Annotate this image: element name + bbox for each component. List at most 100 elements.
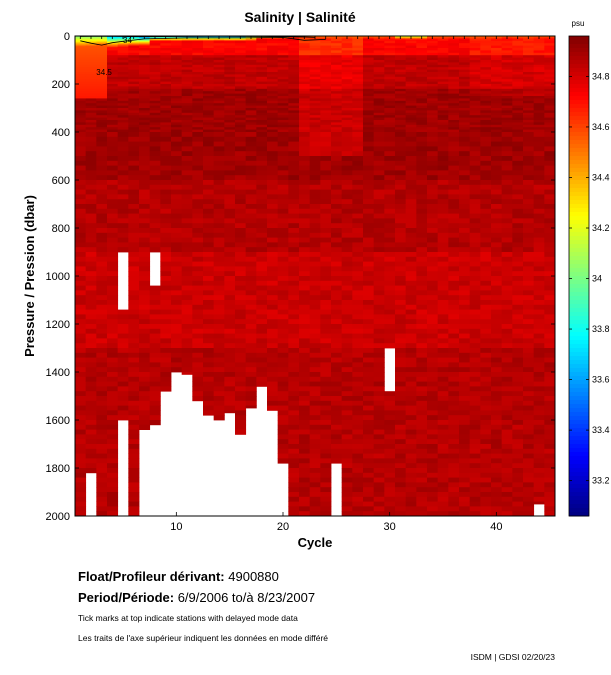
heatmap-cell (331, 76, 343, 80)
heatmap-cell (331, 372, 343, 378)
heatmap-cell (320, 290, 332, 296)
heatmap-cell (501, 410, 513, 416)
heatmap-cell (288, 506, 300, 512)
heatmap-cell (128, 115, 140, 118)
heatmap-cell (427, 208, 439, 214)
heatmap-cell (480, 477, 492, 483)
heatmap-cell (245, 223, 257, 229)
heatmap-cell (224, 194, 236, 200)
heatmap-cell (224, 42, 236, 44)
heatmap-cell (85, 51, 97, 54)
heatmap-cell (85, 58, 97, 61)
heatmap-cell (213, 43, 225, 45)
heatmap-cell (75, 79, 87, 82)
heatmap-cell (149, 120, 161, 123)
heatmap-cell (139, 362, 151, 368)
heatmap-cell (341, 232, 353, 238)
heatmap-cell (405, 324, 417, 330)
heatmap-cell (309, 160, 321, 166)
heatmap-cell (363, 98, 375, 102)
heatmap-cell (416, 64, 428, 68)
heatmap-cell (320, 108, 332, 111)
heatmap-cell (192, 180, 204, 186)
heatmap-cell (469, 434, 481, 440)
heatmap-cell (203, 76, 215, 80)
heatmap-cell (469, 96, 481, 99)
heatmap-cell (107, 405, 119, 411)
heatmap-cell (352, 122, 364, 126)
heatmap-cell (288, 352, 300, 358)
heatmap-cell (96, 81, 108, 85)
heatmap-cell (192, 338, 204, 344)
heatmap-cell (107, 261, 119, 267)
heatmap-cell (309, 290, 321, 296)
heatmap-cell (352, 468, 364, 474)
heatmap-cell (459, 218, 471, 224)
heatmap-cell (448, 136, 460, 142)
heatmap-cell (448, 501, 460, 507)
heatmap-cell (267, 256, 279, 262)
heatmap-cell (459, 247, 471, 253)
heatmap-cell (405, 415, 417, 421)
heatmap-cell (405, 105, 417, 109)
heatmap-cell (299, 46, 311, 49)
heatmap-cell (395, 105, 407, 109)
heatmap-cell (427, 189, 439, 195)
heatmap-cell (139, 256, 151, 262)
heatmap-cell (395, 103, 407, 106)
heatmap-cell (235, 285, 247, 291)
heatmap-cell (363, 105, 375, 109)
heatmap-cell (395, 112, 407, 116)
heatmap-cell (341, 39, 353, 42)
heatmap-cell (139, 333, 151, 339)
heatmap-cell (309, 54, 321, 56)
heatmap-cell (395, 49, 407, 51)
heatmap-cell (437, 424, 449, 430)
heatmap-cell (96, 256, 108, 262)
heatmap-cell (341, 48, 353, 50)
heatmap-cell (309, 45, 321, 48)
heatmap-cell (480, 256, 492, 262)
heatmap-cell (437, 136, 449, 142)
heatmap-cell (341, 357, 353, 363)
heatmap-cell (203, 88, 215, 92)
heatmap-cell (277, 91, 289, 94)
heatmap-cell (469, 367, 481, 373)
heatmap-cell (448, 324, 460, 330)
heatmap-cell (395, 487, 407, 493)
heatmap-cell (331, 50, 343, 52)
heatmap-cell (405, 424, 417, 430)
heatmap-cell (448, 468, 460, 474)
heatmap-cell (224, 69, 236, 73)
heatmap-cell (352, 129, 364, 133)
heatmap-cell (352, 458, 364, 464)
heatmap-cell (373, 506, 385, 512)
heatmap-cell (373, 396, 385, 402)
heatmap-cell (75, 45, 87, 48)
heatmap-cell (235, 381, 247, 387)
heatmap-cell (235, 52, 247, 55)
heatmap-cell (149, 44, 161, 46)
heatmap-cell (85, 208, 97, 214)
heatmap-cell (373, 146, 385, 152)
heatmap-cell (160, 40, 172, 43)
heatmap-cell (331, 132, 343, 138)
heatmap-cell (213, 79, 225, 82)
heatmap-cell (288, 100, 300, 104)
heatmap-cell (128, 112, 140, 116)
heatmap-cell (299, 189, 311, 195)
heatmap-cell (107, 132, 119, 138)
heatmap-cell (395, 400, 407, 406)
heatmap-cell (363, 43, 375, 45)
heatmap-cell (491, 204, 503, 210)
heatmap-cell (320, 39, 332, 42)
heatmap-cell (427, 156, 439, 162)
heatmap-cell (139, 103, 151, 106)
heatmap-cell (75, 64, 87, 68)
heatmap-cell (128, 204, 140, 210)
heatmap-cell (288, 93, 300, 97)
heatmap-cell (160, 84, 172, 87)
heatmap-cell (373, 309, 385, 315)
heatmap-cell (341, 463, 353, 469)
heatmap-cell (491, 319, 503, 325)
